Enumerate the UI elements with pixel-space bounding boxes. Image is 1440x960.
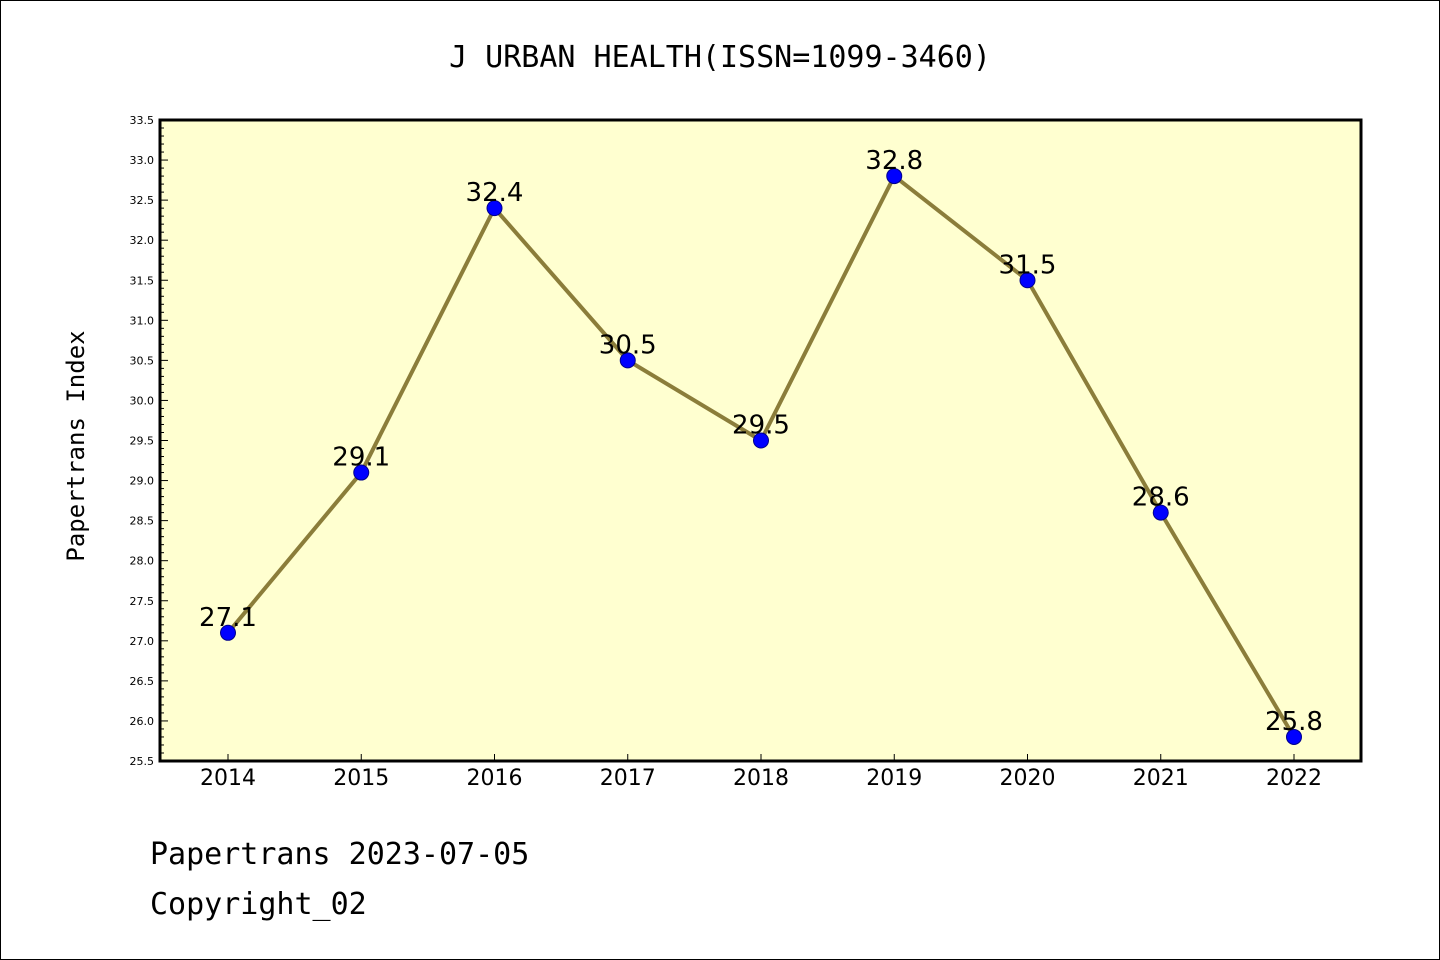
y-tick-label: 31.5 [130, 274, 155, 287]
x-axis: 2014 2015 2016 2017 2018 2019 2020 2021 2022 [200, 754, 1322, 791]
y-tick-label: 27.5 [130, 595, 155, 608]
y-tick-label: 33.5 [130, 114, 155, 127]
x-tick-label: 2020 [1000, 766, 1056, 791]
x-tick-label: 2014 [200, 766, 256, 791]
data-point [353, 464, 370, 481]
data-point [886, 168, 903, 185]
data-point [1286, 728, 1302, 745]
y-tick-label: 27.0 [130, 635, 155, 648]
data-label: 32.4 [466, 178, 524, 208]
data-label: 28.6 [1132, 483, 1190, 513]
y-tick-label: 28.0 [130, 555, 155, 568]
x-tick-label: 2019 [866, 766, 922, 791]
footer-date: Papertrans 2023-07-05 [150, 837, 529, 872]
y-tick-label: 26.5 [130, 675, 155, 688]
data-point [220, 624, 236, 641]
data-label: 25.8 [1265, 707, 1323, 737]
y-tick-label: 32.5 [130, 194, 155, 207]
y-axis-label: Papertrans Index [62, 330, 90, 561]
plot-border [158, 118, 1363, 763]
y-tick-label: 30.0 [130, 394, 155, 407]
data-point [1019, 272, 1036, 289]
y-tick-label: 29.5 [130, 435, 155, 448]
data-point [486, 200, 503, 217]
y-tick-label: 26.0 [130, 715, 155, 728]
y-tick-label: 28.5 [130, 515, 155, 528]
y-tick-label: 30.5 [130, 354, 155, 367]
y-tick-label: 33.0 [130, 154, 155, 167]
x-tick-label: 2022 [1266, 766, 1322, 791]
x-tick-label: 2018 [733, 766, 789, 791]
y-tick-label: 25.5 [130, 755, 155, 768]
chart-title: J URBAN HEALTH(ISSN=1099-3460) [449, 40, 991, 75]
y-tick-label: 31.0 [130, 314, 155, 327]
x-tick-label: 2015 [333, 766, 389, 791]
data-label: 32.8 [865, 146, 923, 176]
footer-copyright: Copyright_02 [150, 887, 367, 922]
x-tick-label: 2016 [467, 766, 523, 791]
x-tick-label: 2017 [600, 766, 656, 791]
data-label: 27.1 [199, 603, 257, 633]
data-label: 29.5 [732, 411, 790, 441]
x-tick-label: 2021 [1133, 766, 1189, 791]
data-point [753, 432, 769, 449]
data-label: 30.5 [599, 330, 657, 360]
data-point [1152, 504, 1169, 521]
data-label: 29.1 [332, 443, 390, 473]
y-tick-label: 29.0 [130, 475, 155, 488]
data-point [619, 352, 636, 369]
data-series: 27.1 29.1 32.4 30.5 29.5 32.8 31.5 28.6 25.8 [199, 146, 1323, 745]
y-axis: 25.5 26.0 26.5 27.0 27.5 28.0 28.5 29.0 29.5 30.0… [130, 114, 168, 768]
data-label: 31.5 [999, 250, 1057, 280]
y-tick-label: 32.0 [130, 234, 155, 247]
